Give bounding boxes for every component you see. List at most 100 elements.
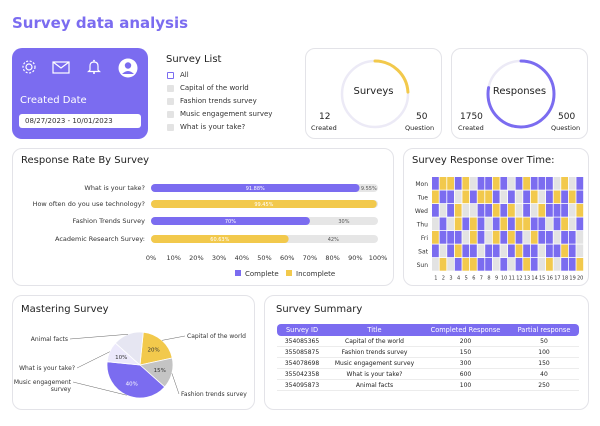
heatmap-col-label: 13	[524, 276, 530, 282]
x-tick-label: 40%	[235, 254, 249, 262]
page-title: Survey data analysis	[12, 14, 188, 32]
heatmap-cell	[523, 245, 530, 258]
heatmap-cell	[516, 245, 523, 258]
heatmap-col-label: 4	[457, 276, 460, 282]
heatmap-cell	[493, 204, 500, 217]
survey-list-item-fashion[interactable]: Fashion trends survey	[167, 97, 292, 107]
heatmap-cell	[455, 231, 462, 244]
heatmap-cell	[523, 204, 530, 217]
bar-category-label: What is your take?	[84, 184, 145, 192]
table-row[interactable]: 354078698 Music engagement survey 300 150	[277, 358, 579, 369]
heatmap-cell	[440, 177, 447, 190]
heatmap-cell	[516, 177, 523, 190]
heatmap-cell	[493, 177, 500, 190]
bar-value-label: 60.63%	[210, 237, 229, 243]
surveys-kpi-card: Surveys 12 Created 50 Question	[305, 48, 442, 139]
checkbox[interactable]	[167, 98, 174, 105]
heatmap-cell	[462, 204, 469, 217]
checkbox[interactable]	[167, 85, 174, 92]
survey-list: All Capital of the world Fashion trends …	[167, 71, 292, 137]
heatmap-col-label: 19	[569, 276, 575, 282]
heatmap-cell	[576, 204, 583, 217]
responses-kpi-card: Responses 1750 Created 500 Question	[451, 48, 588, 139]
heatmap-cell	[493, 191, 500, 204]
bar-category-label: How often do you use technology?	[33, 200, 145, 208]
table-row[interactable]: 354085365 Capital of the world 200 50	[277, 336, 579, 347]
heatmap-cell	[561, 177, 568, 190]
heatmap-cell	[440, 245, 447, 258]
heatmap-cell	[478, 258, 485, 271]
col-completed[interactable]: Completed Response	[422, 324, 509, 336]
heatmap-cell	[576, 218, 583, 231]
heatmap-cell	[508, 231, 515, 244]
gear-icon[interactable]	[21, 59, 37, 79]
bar-remainder-label: 42%	[328, 237, 339, 243]
heatmap-col-label: 3	[449, 276, 452, 282]
heatmap-cell	[523, 191, 530, 204]
survey-list-item-take[interactable]: What is your take?	[167, 123, 292, 133]
checkbox[interactable]	[167, 72, 174, 79]
checkbox[interactable]	[167, 111, 174, 118]
responses-created-caption: Created	[458, 124, 484, 132]
heatmap-col-label: 12	[516, 276, 522, 282]
col-partial[interactable]: Partial response	[509, 324, 579, 336]
table-row[interactable]: 354095873 Animal facts 100 250	[277, 380, 579, 391]
date-range-input[interactable]: 08/27/2023 - 10/01/2023	[19, 114, 141, 128]
heatmap-cell	[500, 191, 507, 204]
surveys-total-value: 50	[416, 112, 427, 122]
x-tick-label: 70%	[303, 254, 317, 262]
bell-icon[interactable]	[86, 59, 102, 79]
heatmap-cell	[455, 177, 462, 190]
heatmap-cell	[516, 258, 523, 271]
heatmap-cell	[455, 191, 462, 204]
heatmap-cell	[470, 204, 477, 217]
heatmap-cell	[576, 245, 583, 258]
heatmap-cell	[485, 258, 492, 271]
mail-icon[interactable]	[52, 59, 70, 79]
checkbox[interactable]	[167, 124, 174, 131]
heatmap-cell	[478, 231, 485, 244]
heatmap-cell	[516, 204, 523, 217]
col-survey-id[interactable]: Survey ID	[277, 324, 327, 336]
col-title[interactable]: Title	[327, 324, 422, 336]
response-time-card: Survey Response over Time: Mon Tue Wed Thu F…	[403, 148, 589, 286]
heatmap-cell	[554, 218, 561, 231]
table-row[interactable]: 355085875 Fashion trends survey 150 100	[277, 347, 579, 358]
heatmap-cell	[478, 204, 485, 217]
heatmap-cell	[508, 177, 515, 190]
heatmap-col-label: 6	[472, 276, 475, 282]
response-time-heatmap: MonTueWedThuFriSatSun1 2 3 4 5 6 7 8 9 10 11 12 13 14…	[404, 149, 588, 285]
heatmap-cell	[508, 218, 515, 231]
surveys-total-caption: Question	[405, 124, 434, 132]
heatmap-cell	[531, 191, 538, 204]
survey-list-item-all[interactable]: All	[167, 71, 292, 81]
x-tick-label: 30%	[212, 254, 226, 262]
user-icon[interactable]	[118, 58, 138, 82]
heatmap-cell	[470, 191, 477, 204]
survey-list-item-capital[interactable]: Capital of the world	[167, 84, 292, 94]
heatmap-cell	[440, 204, 447, 217]
heatmap-cell	[561, 258, 568, 271]
heatmap-cell	[561, 218, 568, 231]
heatmap-cell	[554, 177, 561, 190]
heatmap-cell	[432, 258, 439, 271]
heatmap-cell	[561, 245, 568, 258]
heatmap-cell	[432, 231, 439, 244]
pie-category-label: Capital of the world	[187, 333, 246, 340]
heatmap-cell	[554, 191, 561, 204]
heatmap-cell	[576, 191, 583, 204]
survey-summary-table: Survey ID Title Completed Response Parti…	[277, 324, 579, 391]
heatmap-cell	[546, 204, 553, 217]
survey-list-item-music[interactable]: Music engagement survey	[167, 110, 292, 120]
heatmap-col-label: 20	[577, 276, 583, 282]
legend-label-complete: Complete	[245, 270, 279, 278]
heatmap-cell	[569, 218, 576, 231]
heatmap-cell	[485, 218, 492, 231]
heatmap-row-label: Sun	[417, 262, 429, 269]
table-row[interactable]: 355042358 What is your take? 600 40	[277, 369, 579, 380]
heatmap-cell	[576, 258, 583, 271]
heatmap-cell	[531, 204, 538, 217]
mastering-survey-card: Mastering Survey 20% 15% 40% 10% Capital of …	[12, 295, 255, 410]
heatmap-cell	[508, 245, 515, 258]
created-date-label: Created Date	[20, 95, 87, 106]
